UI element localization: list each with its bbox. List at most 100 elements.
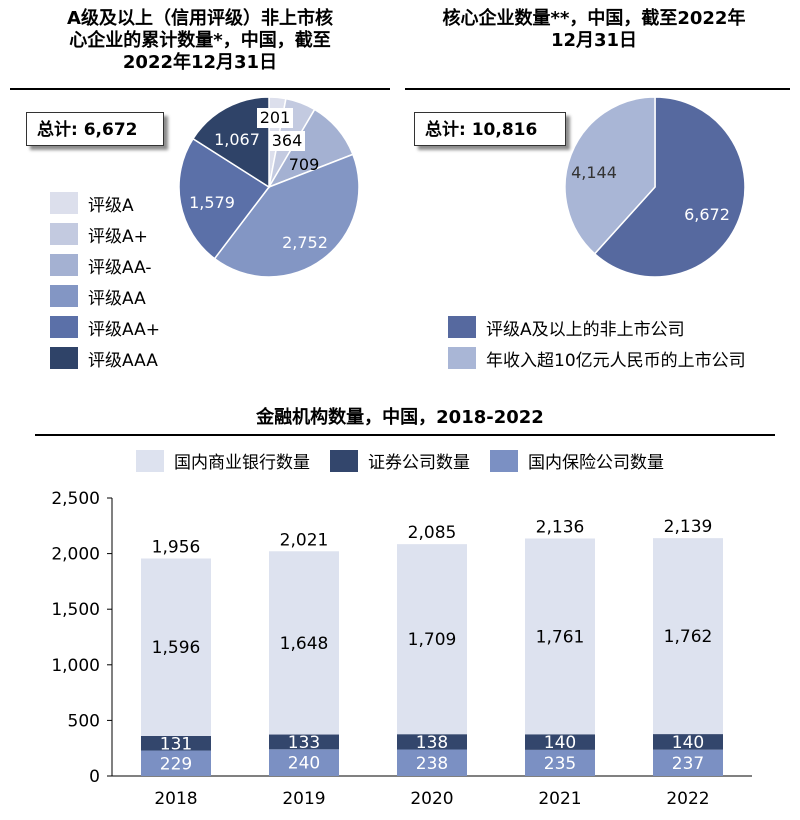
bar-segment-0-2 <box>397 749 467 776</box>
right-panel-divider <box>405 88 790 90</box>
right-title-line-1: 核心企业数量**，中国，截至2022年 <box>442 8 746 29</box>
rating-legend-label-1: 评级A+ <box>88 226 148 247</box>
rating-pie-slice-3 <box>213 153 360 278</box>
bar-segment-1-4 <box>653 734 723 750</box>
bar-segment-0-0 <box>141 750 211 776</box>
rating-pie-slice-5 <box>191 96 270 189</box>
bar-y-tick-label-0: 0 <box>89 767 100 787</box>
bar-segment-0-1 <box>269 749 339 776</box>
right-total-value: 10,816 <box>471 120 538 140</box>
rating-legend-item-2: 评级AA- <box>50 253 160 278</box>
core-enterprise-legend: 评级A及以上的非上市公司年收入超10亿元人民币的上市公司 <box>448 315 746 377</box>
bar-value-label-1-1: 133 <box>288 733 320 753</box>
core-legend-label-0: 评级A及以上的非上市公司 <box>486 319 685 340</box>
left-title-line-3: 2022年12月31日 <box>122 52 278 73</box>
bar-value-label-2-3: 1,761 <box>536 627 585 647</box>
core-enterprise-pie-chart: 6,672 4,144 <box>564 96 746 278</box>
rating-legend-swatch-5 <box>50 347 78 369</box>
bar-y-tick-label-4: 2,000 <box>51 545 100 565</box>
core-legend-label-1: 年收入超10亿元人民币的上市公司 <box>486 350 746 371</box>
bar-x-tick-label-4: 2022 <box>666 789 709 809</box>
bar-value-label-1-2: 138 <box>416 733 448 753</box>
left-panel-title: A级及以上（信用评级）非上市核 心企业的累计数量*，中国，截至 2022年12月… <box>10 8 390 74</box>
right-total-box: 总计: 10,816 <box>414 112 566 146</box>
bar-legend-swatch-1 <box>330 449 358 472</box>
core-legend-swatch-0 <box>448 316 476 338</box>
rating-legend-swatch-2 <box>50 254 78 276</box>
rating-legend-label-2: 评级AA- <box>88 257 152 278</box>
bar-value-label-2-0: 1,596 <box>152 638 201 658</box>
bar-segment-2-0 <box>141 558 211 736</box>
rating-pie-slice-4 <box>178 137 271 260</box>
rating-legend-item-5: 评级AAA <box>50 346 160 371</box>
right-panel-title: 核心企业数量**，中国，截至2022年 12月31日 <box>398 8 790 52</box>
rating-pie-chart: 201 364 709 2,752 1,579 1,067 <box>178 96 360 278</box>
bar-segment-0-3 <box>525 749 595 776</box>
core-pie-slice-1 <box>564 96 656 255</box>
right-total-prefix: 总计: <box>425 120 472 140</box>
bottom-panel-divider <box>35 434 775 436</box>
core-pie-slice-label-0: 6,672 <box>684 205 730 224</box>
rating-pie-slice-label-bg-1 <box>269 131 305 151</box>
bar-segment-0-4 <box>653 749 723 776</box>
bar-y-tick-label-2: 1,000 <box>51 656 100 676</box>
bar-segment-2-4 <box>653 538 723 735</box>
bar-value-label-0-0: 229 <box>160 754 192 774</box>
financial-institutions-legend: 国内商业银行数量 证券公司数量 国内保险公司数量 <box>0 448 800 473</box>
rating-pie-slice-label-3: 2,752 <box>282 233 328 252</box>
bar-legend-label-0: 国内商业银行数量 <box>174 453 310 473</box>
rating-pie-slice-label-2: 709 <box>289 155 320 174</box>
bar-total-label-3: 2,136 <box>536 517 585 537</box>
bar-legend-label-2: 国内保险公司数量 <box>528 453 664 473</box>
bar-segment-1-0 <box>141 735 211 751</box>
left-total-value: 6,672 <box>83 120 138 140</box>
bar-value-label-2-4: 1,762 <box>664 627 713 647</box>
bar-segment-2-1 <box>269 551 339 735</box>
right-title-line-2: 12月31日 <box>550 30 638 51</box>
rating-legend-item-0: 评级A <box>50 191 160 216</box>
bar-value-label-1-3: 140 <box>544 733 576 753</box>
core-legend-item-1: 年收入超10亿元人民币的上市公司 <box>448 346 746 371</box>
bar-segment-1-3 <box>525 734 595 750</box>
rating-pie-slice-label-4: 1,579 <box>189 193 235 212</box>
core-legend-swatch-1 <box>448 347 476 369</box>
bar-x-tick-label-2: 2020 <box>410 789 453 809</box>
left-title-line-1: A级及以上（信用评级）非上市核 <box>67 8 333 29</box>
rating-pie-slice-label-5: 1,067 <box>214 130 260 149</box>
bar-legend-swatch-0 <box>136 449 164 472</box>
bar-y-tick-label-1: 500 <box>68 711 100 731</box>
rating-legend-label-3: 评级AA <box>88 288 146 309</box>
bar-segment-1-2 <box>397 734 467 750</box>
bar-value-label-0-1: 240 <box>288 754 320 774</box>
rating-legend-swatch-1 <box>50 223 78 245</box>
left-total-box: 总计: 6,672 <box>26 112 164 146</box>
rating-legend-label-0: 评级A <box>88 195 134 216</box>
bar-x-tick-label-1: 2019 <box>282 789 325 809</box>
bar-segment-2-2 <box>397 544 467 735</box>
rating-legend-label-4: 评级AA+ <box>88 319 160 340</box>
bar-total-label-0: 1,956 <box>152 537 201 557</box>
bar-legend-swatch-2 <box>490 449 518 472</box>
bar-segment-1-1 <box>269 734 339 750</box>
bar-value-label-1-4: 140 <box>672 733 704 753</box>
rating-legend-swatch-3 <box>50 285 78 307</box>
core-legend-item-0: 评级A及以上的非上市公司 <box>448 315 746 340</box>
bar-y-tick-label-3: 1,500 <box>51 600 100 620</box>
left-total-prefix: 总计: <box>37 120 84 140</box>
core-pie-slice-0 <box>593 96 746 278</box>
rating-legend: 评级A 评级A+ 评级AA- 评级AA 评级AA+ 评级AAA <box>50 191 160 377</box>
rating-pie-slice-label-0: 201 <box>260 108 291 127</box>
bar-total-label-2: 2,085 <box>408 523 457 543</box>
bar-value-label-0-3: 235 <box>544 754 576 774</box>
bar-legend-label-1: 证券公司数量 <box>368 453 470 473</box>
bar-legend-item-2: 国内保险公司数量 <box>490 448 664 473</box>
bar-x-tick-label-3: 2021 <box>538 789 581 809</box>
rating-legend-swatch-4 <box>50 316 78 338</box>
rating-pie-slice-label-1: 364 <box>272 131 303 150</box>
bar-value-label-2-1: 1,648 <box>280 634 329 654</box>
rating-legend-item-3: 评级AA <box>50 284 160 309</box>
bar-value-label-1-0: 131 <box>160 734 192 754</box>
bar-value-label-0-2: 238 <box>416 754 448 774</box>
bottom-panel-title: 金融机构数量，中国，2018-2022 <box>256 407 544 428</box>
rating-legend-swatch-0 <box>50 192 78 214</box>
